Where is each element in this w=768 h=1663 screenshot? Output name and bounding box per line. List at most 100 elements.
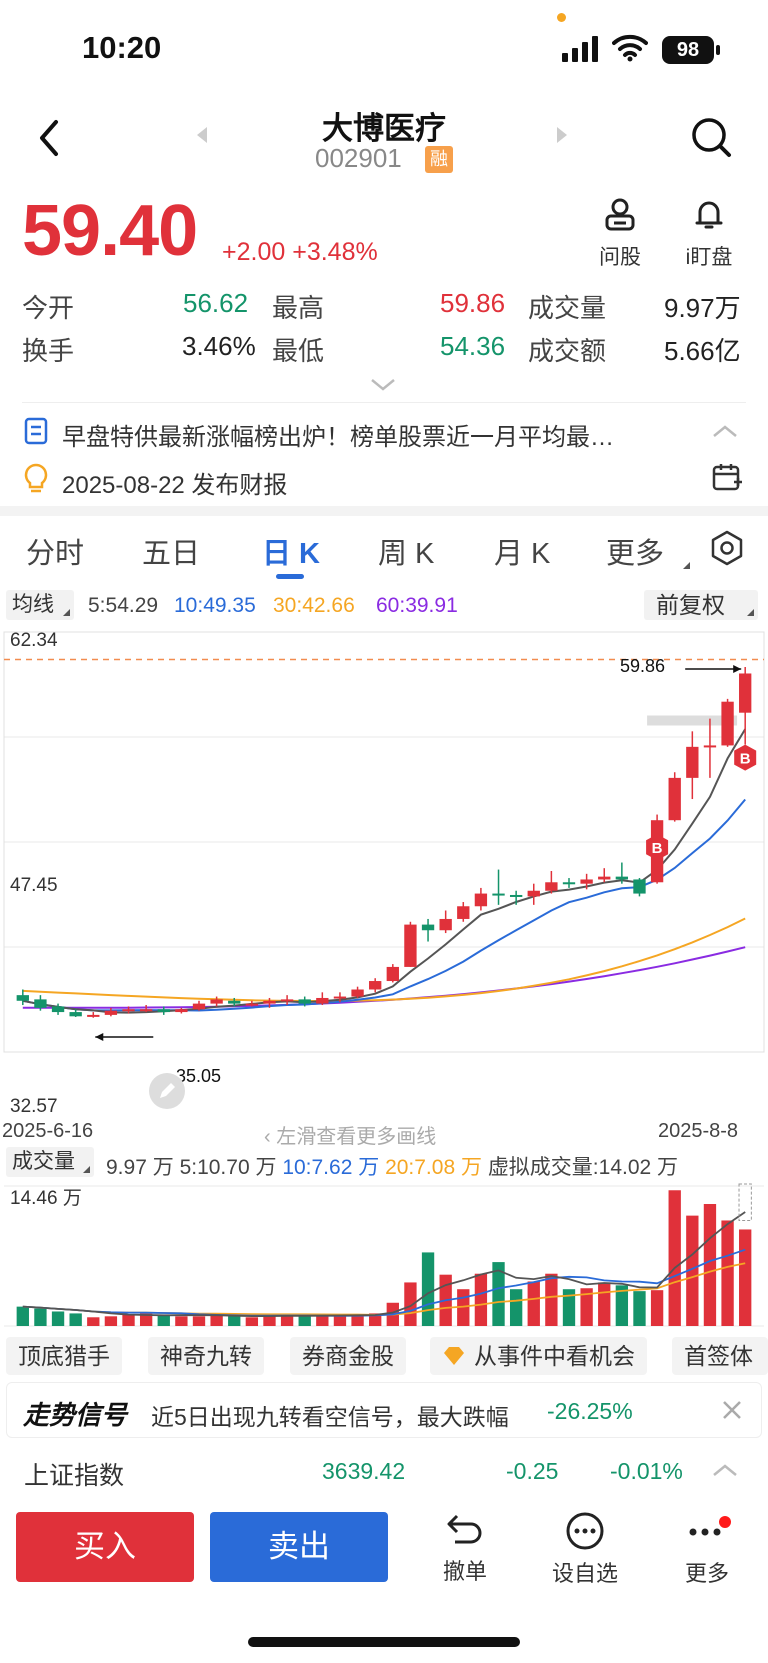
volume-ma5-line [22,1211,746,1317]
volume-indicator-select[interactable]: 成交量 [6,1147,94,1177]
volume-bar [721,1220,734,1326]
back-arrow-icon[interactable] [34,116,64,160]
user-icon [605,198,635,231]
candle-body [69,1012,82,1017]
volume-bar [316,1315,329,1326]
tab-monthly-k[interactable]: 月 K [494,538,551,570]
margin-badge: 融 [425,146,453,173]
tab-more[interactable]: 更多 [606,538,665,570]
candle-body [527,890,540,897]
volume-bar [69,1313,82,1326]
battery-cap [716,45,720,55]
volume-ma10-line [22,1248,746,1317]
volume-bar [686,1215,699,1326]
volume-chart[interactable] [0,1178,768,1328]
volume-bar [34,1308,47,1326]
volume-bar [122,1314,135,1326]
active-tab-indicator [276,574,304,579]
volume-bar [369,1313,382,1326]
more-label: 更多 [684,1561,729,1586]
lightbulb-icon [24,463,48,493]
volume-bar [404,1282,417,1326]
tab-intraday[interactable]: 分时 [26,538,85,570]
volume-bar [175,1316,188,1326]
change-value: +2.00 [222,238,286,266]
more-button[interactable]: 更多 [662,1512,752,1588]
candle-body [263,1000,276,1004]
adjust-select[interactable]: 前复权 [644,590,758,620]
close-icon[interactable] [721,1399,743,1421]
add-watchlist-button[interactable]: 设自选 [540,1512,630,1588]
candle-body [386,966,399,982]
buy-signal-label: B [740,751,751,768]
tab-five-day[interactable]: 五日 [142,538,201,570]
volume-bar [87,1317,100,1326]
collapse-chevron-icon[interactable] [712,424,738,438]
stat-label: 最低 [272,336,325,366]
volume-bar [580,1288,593,1326]
status-bar: 10:20 98 [0,0,768,100]
index-price: 3639.42 [322,1458,406,1484]
chip-event-opportunity[interactable]: 从事件中看机会 [430,1337,647,1375]
cancel-order-button[interactable]: 撤单 [420,1512,510,1586]
tab-weekly-k[interactable]: 周 K [378,538,435,570]
activity-dot [557,13,566,22]
index-name[interactable]: 上证指数 [24,1462,125,1490]
candle-body [351,989,364,997]
settings-hexagon-icon[interactable] [710,530,744,566]
next-stock-icon[interactable] [557,127,567,143]
more-dots-icon [689,1516,731,1536]
trend-signal-bar[interactable]: 走势信号 近5日出现九转看空信号，最大跌幅 -26.25% [6,1382,762,1438]
volume-ma20: 20:7.08 万 [385,1156,482,1179]
volume-bar [104,1316,118,1326]
cellular-signal-icon [562,36,598,62]
buy-button[interactable]: 买入 [16,1512,194,1582]
kline-chart[interactable]: BB [0,622,768,1122]
volume-bar [16,1306,29,1326]
sell-button[interactable]: 卖出 [210,1512,388,1582]
change-percent: +3.48% [292,238,378,266]
chip-nine-turn[interactable]: 神奇九转 [148,1337,264,1375]
date-end: 2025-8-8 [658,1120,739,1142]
volume-bar [51,1311,65,1326]
indicator-select-label: 均线 [12,593,54,616]
ma5-line [22,728,747,1014]
diamond-icon [444,1347,464,1365]
indicator-select[interactable]: 均线 [6,590,74,620]
ma10-line [22,798,746,1012]
expand-chevron-icon[interactable] [370,378,396,392]
watch-button[interactable]: i盯盘 [678,196,740,269]
draw-tool-icon[interactable] [148,1072,186,1110]
chip-broker-picks[interactable]: 券商金股 [290,1337,406,1375]
volume-bar [228,1316,241,1326]
tab-daily-k[interactable]: 日 K [262,538,321,570]
volume-bar [139,1313,153,1326]
more-triangle-icon [683,562,690,569]
search-icon[interactable] [690,116,732,158]
candle-body [104,1010,118,1015]
candle-body [210,999,223,1004]
volume-bar [492,1262,505,1326]
y-axis-top: 62.34 [10,630,58,651]
news-headline[interactable]: 早盘特供最新涨幅榜出炉！榜单股票近一月平均最… [62,424,614,451]
cancel-order-label: 撤单 [442,1559,487,1584]
report-date[interactable]: 2025-08-22 发布财报 [62,472,288,499]
stat-label: 今开 [22,293,75,323]
candle-body [192,1003,206,1010]
candle-body [139,1009,153,1012]
index-expand-icon[interactable] [712,1463,738,1477]
stat-value: 3.46% [182,331,256,361]
candle-body [157,1009,170,1013]
volume-bar [509,1289,523,1326]
volume-bar [245,1317,259,1326]
volume-bar [562,1289,576,1326]
ask-stock-button[interactable]: 问股 [598,196,642,269]
candle-body [316,997,329,1004]
chip-first-sign[interactable]: 首签体 [672,1337,768,1375]
candle-body [228,1000,241,1004]
calendar-icon[interactable] [712,462,742,492]
candle-body [562,882,576,885]
prev-stock-icon[interactable] [197,127,207,143]
candle-body [245,1003,259,1006]
chip-top-bottom[interactable]: 顶底猎手 [6,1337,122,1375]
